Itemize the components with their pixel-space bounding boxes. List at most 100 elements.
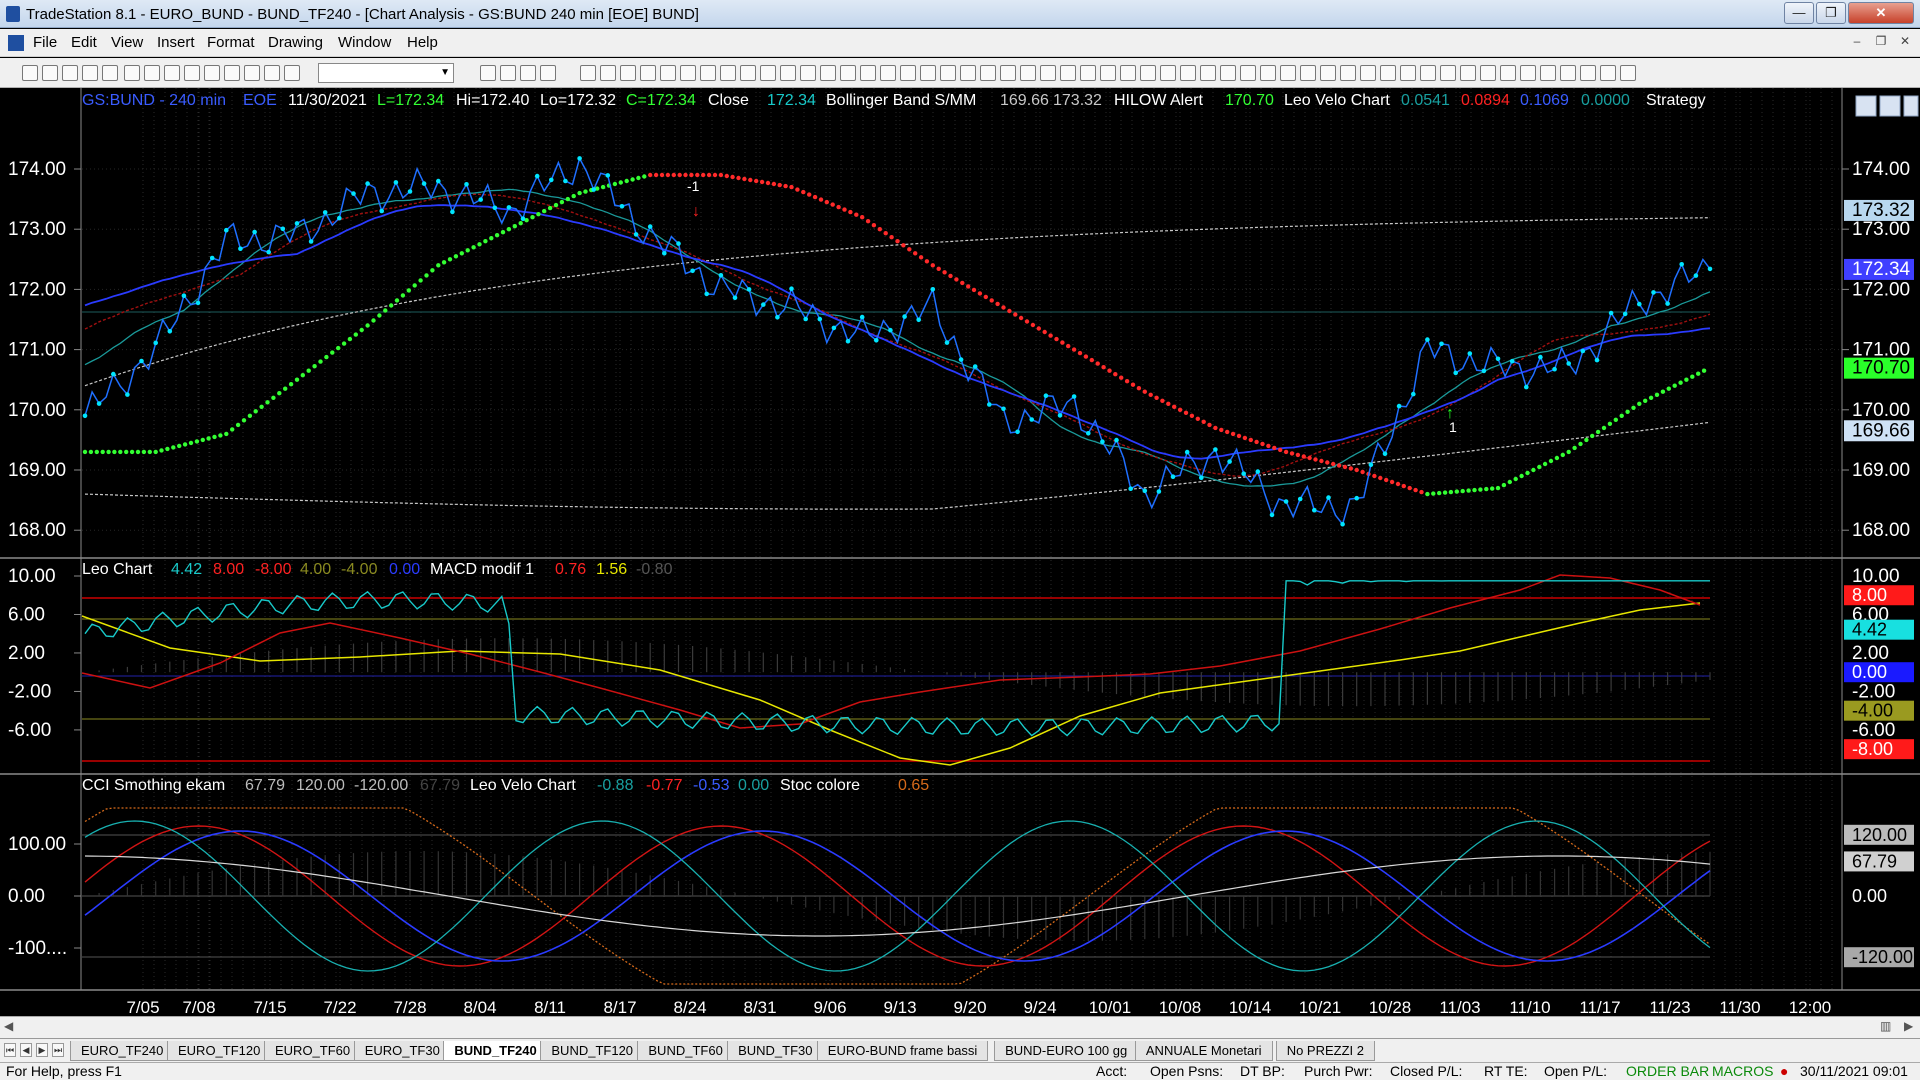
tab-bund-tf30[interactable]: BUND_TF30 [727,1041,824,1061]
symbol-combo[interactable]: ▼ [318,63,454,83]
toolbar-tool-icon-65[interactable] [1500,65,1516,81]
menu-help[interactable]: Help [407,34,438,51]
status-macros[interactable]: MACROS [1712,1063,1774,1079]
maximize-button[interactable]: ❐ [1816,2,1846,24]
toolbar-tool-icon-10[interactable] [204,65,220,81]
tab-euro-tf240[interactable]: EURO_TF240 [70,1041,175,1061]
toolbar-tool-icon-36[interactable] [920,65,936,81]
chevron-down-icon[interactable]: ▼ [440,67,450,78]
toolbar-tool-icon-49[interactable] [1180,65,1196,81]
minimize-button[interactable]: — [1784,2,1814,24]
menu-view[interactable]: View [111,34,144,51]
toolbar-tool-icon-52[interactable] [1240,65,1256,81]
toolbar-tool-icon-57[interactable] [1340,65,1356,81]
toolbar-tool-icon-63[interactable] [1460,65,1476,81]
toolbar-tool-icon-8[interactable] [164,65,180,81]
toolbar-tool-icon-21[interactable] [620,65,636,81]
toolbar-tool-icon-62[interactable] [1440,65,1456,81]
tab-bund-tf240[interactable]: BUND_TF240 [443,1041,548,1061]
mdi-close-icon[interactable]: ✕ [1899,34,1911,48]
scroll-handle-icon[interactable]: ▥ [1880,1019,1892,1033]
sub-close-icon[interactable] [1903,95,1919,117]
toolbar-tool-icon-42[interactable] [1040,65,1056,81]
toolbar-tool-icon-15[interactable] [480,65,496,81]
toolbar-tool-icon-61[interactable] [1420,65,1436,81]
toolbar-tool-icon-20[interactable] [600,65,616,81]
toolbar-tool-icon-70[interactable] [1600,65,1616,81]
toolbar-tool-icon-32[interactable] [840,65,856,81]
tab-euro-bund-frame-bassi[interactable]: EURO-BUND frame bassi [816,1041,989,1061]
toolbar-tool-icon-1[interactable] [22,65,38,81]
status-order-bar[interactable]: ORDER BAR [1626,1063,1710,1079]
toolbar-tool-icon-68[interactable] [1560,65,1576,81]
toolbar-tool-icon-11[interactable] [224,65,240,81]
tab-bund-tf120[interactable]: BUND_TF120 [540,1041,645,1061]
toolbar-tool-icon-5[interactable] [102,65,118,81]
toolbar-tool-icon-58[interactable] [1360,65,1376,81]
toolbar-tool-icon-60[interactable] [1400,65,1416,81]
toolbar-tool-icon-44[interactable] [1080,65,1096,81]
menu-window[interactable]: Window [338,34,392,51]
toolbar-tool-icon-69[interactable] [1580,65,1596,81]
toolbar-tool-icon-6[interactable] [124,65,140,81]
toolbar-tool-icon-53[interactable] [1260,65,1276,81]
tab-bund-euro-100-gg[interactable]: BUND-EURO 100 gg [994,1041,1139,1061]
toolbar-tool-icon-13[interactable] [264,65,280,81]
toolbar-tool-icon-35[interactable] [900,65,916,81]
tab-prev-icon[interactable]: ◀ [20,1043,32,1057]
tab-euro-tf30[interactable]: EURO_TF30 [353,1041,451,1061]
toolbar-tool-icon-26[interactable] [720,65,736,81]
toolbar-tool-icon-40[interactable] [1000,65,1016,81]
tab-annuale-monetari[interactable]: ANNUALE Monetari [1134,1041,1273,1061]
toolbar-tool-icon-51[interactable] [1220,65,1236,81]
toolbar-tool-icon-29[interactable] [780,65,796,81]
chart-canvas[interactable]: -1 ↓ 1 ↑ GS:BUND - 240 min EOE 11/30/202… [0,88,1920,1017]
toolbar-tool-icon-28[interactable] [760,65,776,81]
tab-next-icon[interactable]: ▶ [36,1043,48,1057]
toolbar-tool-icon-2[interactable] [42,65,58,81]
tab-euro-tf60[interactable]: EURO_TF60 [264,1041,362,1061]
toolbar-tool-icon-64[interactable] [1480,65,1496,81]
toolbar-tool-icon-19[interactable] [580,65,596,81]
toolbar-tool-icon-3[interactable] [62,65,78,81]
tab-no-prezzi-2[interactable]: No PREZZI 2 [1275,1041,1375,1061]
tab-first-icon[interactable]: ⏮ [4,1043,16,1057]
toolbar-tool-icon-12[interactable] [244,65,260,81]
toolbar-tool-icon-66[interactable] [1520,65,1536,81]
subwindow-buttons[interactable] [1855,95,1919,117]
toolbar-tool-icon-47[interactable] [1140,65,1156,81]
toolbar-tool-icon-22[interactable] [640,65,656,81]
tab-last-icon[interactable]: ⏭ [52,1043,64,1057]
sub-restore-icon[interactable] [1879,95,1901,117]
toolbar-tool-icon-30[interactable] [800,65,816,81]
tab-euro-tf120[interactable]: EURO_TF120 [167,1041,272,1061]
toolbar-tool-icon-9[interactable] [184,65,200,81]
toolbar-tool-icon-24[interactable] [680,65,696,81]
toolbar-tool-icon-31[interactable] [820,65,836,81]
close-button[interactable]: ✕ [1848,2,1914,24]
toolbar-tool-icon-17[interactable] [520,65,536,81]
menu-format[interactable]: Format [207,34,255,51]
sub-minimize-icon[interactable] [1855,95,1877,117]
toolbar-tool-icon-34[interactable] [880,65,896,81]
toolbar-tool-icon-50[interactable] [1200,65,1216,81]
menu-insert[interactable]: Insert [157,34,195,51]
toolbar-tool-icon-27[interactable] [740,65,756,81]
menu-file[interactable]: File [33,34,58,51]
toolbar-tool-icon-67[interactable] [1540,65,1556,81]
chart-analysis-window[interactable]: -1 ↓ 1 ↑ GS:BUND - 240 min EOE 11/30/202… [0,88,1920,1022]
toolbar-tool-icon-14[interactable] [284,65,300,81]
toolbar-tool-icon-4[interactable] [82,65,98,81]
tab-bund-tf60[interactable]: BUND_TF60 [637,1041,734,1061]
scroll-left-icon[interactable]: ◀ [4,1019,14,1033]
toolbar-tool-icon-33[interactable] [860,65,876,81]
toolbar-tool-icon-55[interactable] [1300,65,1316,81]
menu-drawing[interactable]: Drawing [268,34,324,51]
toolbar-tool-icon-54[interactable] [1280,65,1296,81]
toolbar-tool-icon-43[interactable] [1060,65,1076,81]
toolbar-tool-icon-16[interactable] [500,65,516,81]
toolbar-tool-icon-71[interactable] [1620,65,1636,81]
toolbar-tool-icon-46[interactable] [1120,65,1136,81]
toolbar-tool-icon-56[interactable] [1320,65,1336,81]
toolbar-tool-icon-59[interactable] [1380,65,1396,81]
